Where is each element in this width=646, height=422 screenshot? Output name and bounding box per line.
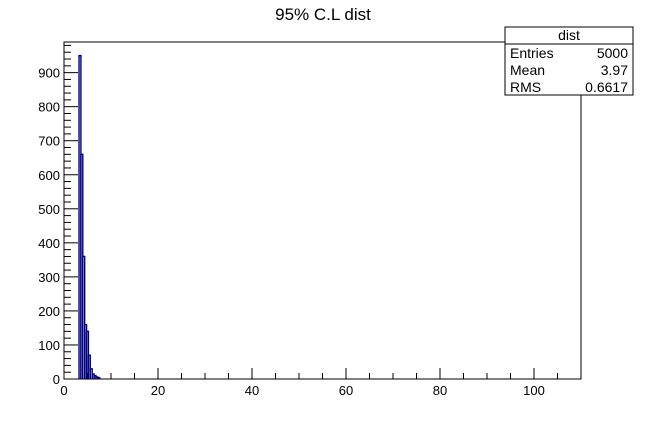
stats-box-title: dist xyxy=(558,27,580,43)
y-tick-label: 400 xyxy=(38,236,60,251)
x-tick-label: 100 xyxy=(523,383,545,398)
y-tick-label: 600 xyxy=(38,168,60,183)
stats-box: dist Entries 5000 Mean 3.97 RMS 0.6617 xyxy=(504,26,634,96)
x-tick-label: 40 xyxy=(245,383,259,398)
x-tick-label: 60 xyxy=(339,383,353,398)
stats-entries-value: 5000 xyxy=(597,45,628,61)
y-tick-label: 700 xyxy=(38,134,60,149)
y-axis: 0 100 200 300 400 500 600 700 800 900 xyxy=(38,44,78,387)
y-tick-label: 200 xyxy=(38,304,60,319)
stats-rms-value: 0.6617 xyxy=(585,79,628,95)
histogram-bin xyxy=(82,255,86,379)
stats-mean-value: 3.97 xyxy=(601,62,628,78)
y-tick-label: 900 xyxy=(38,66,60,81)
x-tick-label: 80 xyxy=(433,383,447,398)
stats-box-frame xyxy=(504,26,634,96)
x-axis: 0 20 40 60 80 100 xyxy=(60,368,582,398)
y-tick-label: 100 xyxy=(38,338,60,353)
stats-mean-label: Mean xyxy=(510,62,545,78)
histogram-bin xyxy=(97,376,101,379)
stats-rms-label: RMS xyxy=(510,79,541,95)
x-tick-label: 0 xyxy=(60,383,67,398)
histogram-bin xyxy=(87,354,92,379)
y-tick-label: 0 xyxy=(53,372,60,387)
y-tick-label: 300 xyxy=(38,270,60,285)
stats-entries-label: Entries xyxy=(510,45,554,61)
histogram-bars xyxy=(78,54,101,379)
y-tick-label: 500 xyxy=(38,202,60,217)
y-tick-label: 800 xyxy=(38,100,60,115)
chart-title: 95% C.L dist xyxy=(275,5,371,24)
x-tick-label: 20 xyxy=(151,383,165,398)
